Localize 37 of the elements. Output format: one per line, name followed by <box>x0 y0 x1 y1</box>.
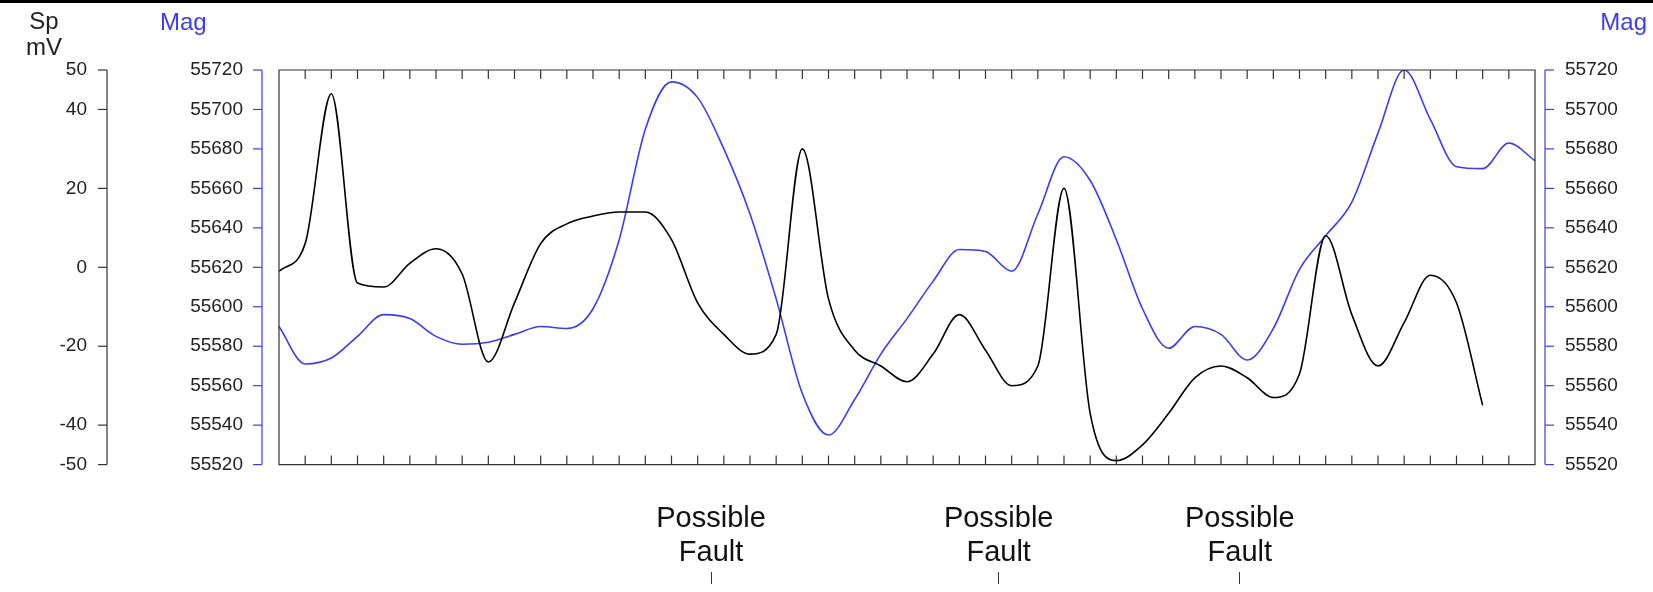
y3-tick-label: 55720 <box>1565 58 1618 80</box>
y3-tick-label: 55580 <box>1565 334 1618 356</box>
y-tick-label: 55640 <box>190 216 243 238</box>
line-series <box>278 70 1536 436</box>
y2-tick-label: -20 <box>59 334 87 356</box>
text: Possible Fault <box>1184 500 1296 568</box>
y2-tick-label: -40 <box>59 413 87 435</box>
y-tick-label: 55560 <box>190 373 243 395</box>
y-tick-label: 55540 <box>190 413 243 435</box>
y3-tick-label: 55600 <box>1565 294 1618 316</box>
y2-tick-label: 0 <box>76 255 87 277</box>
y-tick-label: 55620 <box>190 255 243 277</box>
y3-tick-label: 55540 <box>1565 413 1618 435</box>
y-tick-label: 55580 <box>190 334 243 356</box>
y3-tick-label: 55520 <box>1565 452 1618 474</box>
y2-tick-label: -50 <box>59 452 87 474</box>
text: Possible Fault <box>655 500 767 568</box>
text: Possible Fault <box>942 500 1055 568</box>
y-axis-title: Mag <box>160 8 207 36</box>
y-tick-label: 55700 <box>190 97 243 119</box>
y3-tick-label: 55700 <box>1565 97 1618 119</box>
y3-tick-label: 55680 <box>1565 137 1618 159</box>
line-series <box>278 92 1484 462</box>
y3-tick-label: 55660 <box>1565 176 1618 198</box>
y-tick-label: 55520 <box>190 452 243 474</box>
y3-tick-label: 55620 <box>1565 255 1618 277</box>
y-tick-label: 55720 <box>190 58 243 80</box>
y-tick-label: 55680 <box>190 137 243 159</box>
y-tick-label: 55600 <box>190 294 243 316</box>
y2-tick-label: 20 <box>65 176 87 198</box>
y2-tick-label: 40 <box>65 97 87 119</box>
y-tick-label: 55660 <box>190 176 243 198</box>
y2-tick-label: 50 <box>65 58 87 80</box>
y3-tick-label: 55560 <box>1565 373 1618 395</box>
y3-axis-title: Mag <box>1600 8 1647 36</box>
y2-axis-title: Sp mV <box>26 7 62 60</box>
y3-tick-label: 55640 <box>1565 216 1618 238</box>
